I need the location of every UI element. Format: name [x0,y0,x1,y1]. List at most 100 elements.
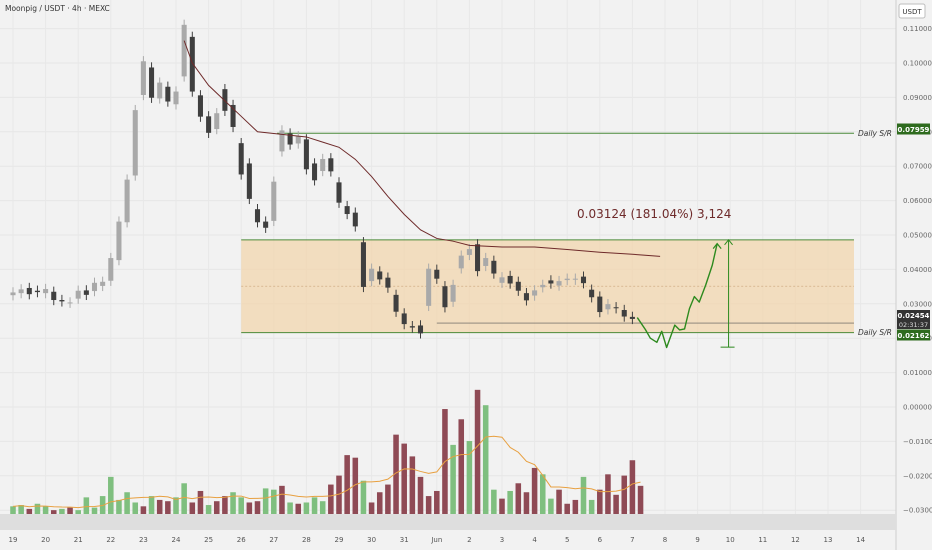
chart-title: Moonpig / USDT · 4h · MEXC [5,4,110,13]
candle-body [393,294,399,312]
volume-bar [205,505,212,514]
volume-bar [254,501,261,514]
volume-bar [548,498,554,514]
candle-body [206,116,212,133]
candle-body [254,209,261,223]
volume-bar [50,510,57,514]
y-tick-label: 0.06000 [903,197,932,205]
projection-arrowhead [712,242,722,249]
range-fill [241,239,854,333]
candle-body [279,130,285,152]
y-tick-label: 0.01000 [903,369,932,377]
volume-bar [629,460,636,514]
volume-bar [116,499,122,514]
x-tick-label: 26 [237,536,246,544]
volume-bar [140,506,147,514]
daily-sr-top-label: Daily S/R [858,129,892,138]
candle-body [271,181,277,221]
candle-body [165,86,171,102]
volume-bar [238,497,244,514]
candle-body [67,302,73,304]
projection-line [636,243,718,349]
candle-body [515,281,521,291]
candle-body [328,158,334,172]
x-tick-label: 19 [9,536,18,544]
candle-body [532,290,538,296]
candle-body [246,163,252,199]
volume-ma-line [12,435,641,509]
volume-bar [482,405,489,514]
x-tick-label: 23 [139,536,148,544]
candle-body [51,291,57,301]
volume-bar [597,489,603,514]
ma-line [183,40,661,257]
candle-body [116,221,122,261]
candle-body [507,275,513,284]
y-tick-label: 0.04000 [903,266,932,274]
y-tick-label: −0.02000 [903,472,932,480]
candle-body [100,281,106,286]
upper-sr-price-badge [897,123,930,135]
candle-body [377,271,383,280]
time-axis[interactable]: 19 20 21 22 23 24 25 26 27 28 29 30 31 Jun 2 3 4 5 6 7 8 9 10 1… [0,514,896,544]
candle-body [197,95,203,117]
volume-bar [148,496,155,514]
candle-body [458,255,464,269]
candle-body [26,287,32,295]
volume-bar [491,489,497,514]
volume-bar [222,496,228,514]
candle-body [621,309,627,317]
volume-bar [189,502,196,514]
candle-body [181,24,187,77]
candle-body [450,284,456,302]
candle-body [83,290,89,295]
volume-bar [580,476,587,514]
volume-bar [360,480,367,514]
candle-body [91,282,98,292]
volume-bar [572,499,579,514]
currency-badge[interactable] [898,3,926,19]
volume-bar [499,498,505,514]
volume-bar [336,475,342,514]
candle-body [75,290,81,299]
candle-body [295,136,301,144]
x-tick-label: Jun [430,536,442,544]
x-tick-label: 11 [758,536,767,544]
volume-bar [409,456,416,514]
volume-bar [344,455,350,514]
candle-body [157,82,163,99]
candle-body [475,244,481,272]
y-tick-label: 0.05000 [903,232,932,240]
volume-bar [466,441,473,514]
candle-body [173,91,179,105]
candle-body [34,290,40,293]
x-tick-label: 14 [856,536,865,544]
candles [10,19,635,339]
candle-body [312,163,318,181]
x-tick-label: 5 [565,536,569,544]
candle-body [597,296,603,313]
volume-bar [507,490,513,514]
candle-body [605,304,611,310]
price-axis[interactable]: 0.110000.100000.090000.080000.070000.060… [895,0,932,550]
candle-body [230,104,236,127]
volume-bar [328,484,334,514]
volume-bar [531,467,538,514]
volume-bar [271,489,277,514]
volume-bar [287,502,293,514]
volume-bar [319,501,326,514]
y-tick-labels: 0.110000.100000.090000.080000.070000.060… [903,25,932,515]
candle-body [401,313,407,325]
candle-body [426,268,432,306]
volume-bar [515,483,522,514]
volume-bar [434,490,440,514]
volume-bar [523,492,530,514]
volume-bar [311,497,318,514]
y-tick-label: −0.01000 [903,438,932,446]
candle-body [385,277,391,288]
candle-body [189,36,195,92]
volume-bar [230,492,236,514]
x-tick-label: 8 [663,536,667,544]
range-box [241,132,854,334]
